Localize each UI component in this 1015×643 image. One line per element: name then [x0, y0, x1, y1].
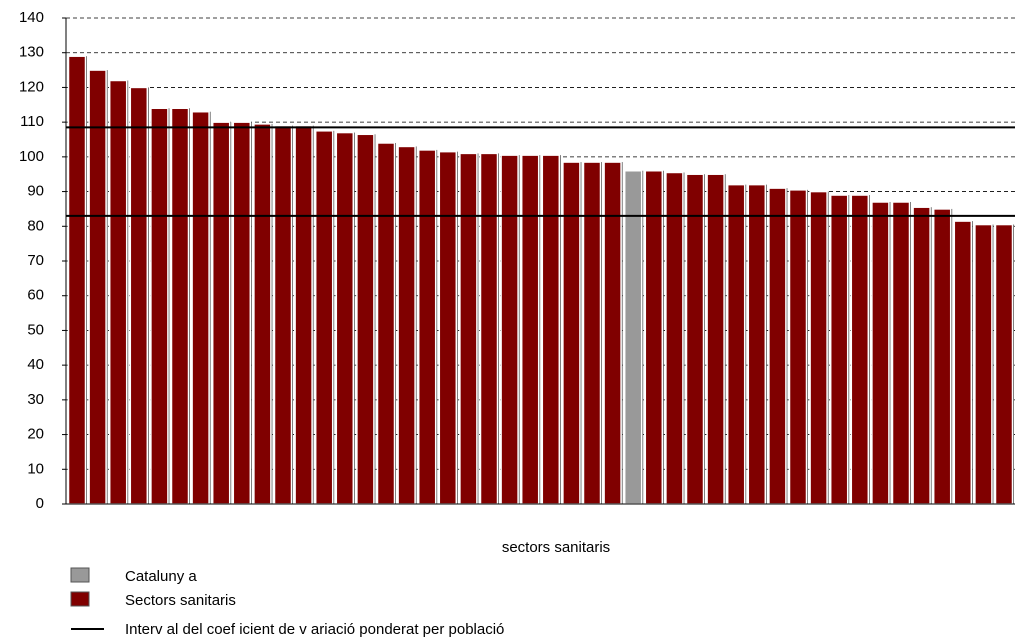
bar: [417, 149, 437, 505]
bar: [232, 121, 252, 505]
bar: [88, 69, 107, 505]
y-tick-label: 10: [27, 460, 44, 477]
bar: [150, 107, 169, 505]
bar: [170, 107, 190, 505]
legend-label: Sectors sanitaris: [125, 592, 236, 609]
bar: [479, 152, 499, 505]
bar: [994, 223, 1014, 505]
y-tick-label: 20: [27, 426, 44, 443]
bar: [335, 131, 355, 505]
y-tick-label: 30: [27, 391, 44, 408]
bar: [520, 154, 540, 505]
bar: [788, 189, 808, 505]
bar: [459, 152, 478, 505]
bar: [726, 183, 746, 505]
y-tick-label: 50: [27, 321, 44, 338]
bar: [438, 150, 458, 505]
bar: [67, 55, 87, 505]
bar: [974, 223, 993, 505]
bar: [665, 171, 684, 505]
bar: [871, 201, 890, 505]
y-tick-label: 100: [19, 148, 44, 165]
y-tick-label: 80: [27, 217, 44, 234]
legend-swatch: [70, 591, 90, 607]
bar: [850, 194, 870, 505]
bar: [932, 208, 952, 505]
bar: [644, 169, 664, 505]
y-tick-label: 110: [20, 113, 44, 130]
bar: [356, 133, 375, 505]
bar: [397, 145, 416, 505]
bar: [108, 79, 128, 505]
bar: [809, 190, 828, 505]
bar: [953, 220, 973, 505]
bar: [314, 130, 334, 505]
bar: [706, 173, 725, 505]
bar: [603, 161, 622, 505]
y-tick-label: 120: [19, 78, 44, 95]
bar: [211, 121, 231, 505]
legend-label: Interv al del coef icient de v ariació p…: [125, 621, 504, 638]
bar: [685, 173, 705, 505]
bar: [562, 161, 581, 505]
bar: [891, 201, 911, 505]
bar: [191, 110, 210, 505]
x-axis-label: sectors sanitaris: [502, 539, 610, 556]
bar: [623, 169, 643, 505]
y-tick-label: 70: [27, 252, 44, 269]
y-tick-label: 130: [19, 44, 44, 61]
bar: [273, 124, 293, 505]
bar: [912, 206, 931, 505]
bar: [829, 194, 849, 505]
y-tick-label: 0: [36, 495, 44, 512]
bar: [747, 183, 767, 505]
bar: [541, 154, 561, 505]
bar: [768, 187, 787, 505]
y-tick-label: 90: [27, 183, 44, 200]
bar: [582, 161, 602, 505]
bar: [253, 123, 272, 505]
legend-label: Cataluny a: [125, 568, 197, 585]
y-tick-label: 140: [19, 9, 44, 26]
bar: [500, 154, 519, 505]
legend-swatch: [70, 567, 90, 583]
bar: [129, 86, 149, 505]
bar: [376, 142, 396, 505]
y-tick-label: 40: [27, 356, 44, 373]
bar: [294, 124, 313, 505]
y-tick-label: 60: [27, 287, 44, 304]
